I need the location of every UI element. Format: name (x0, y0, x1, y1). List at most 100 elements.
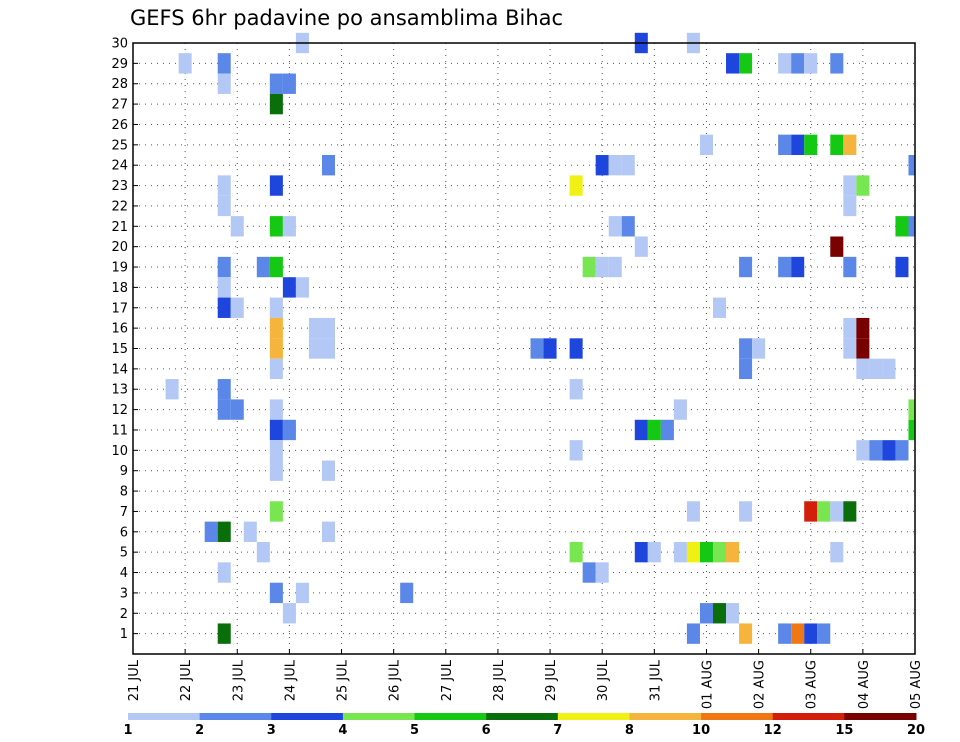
heatmap-cell (165, 379, 179, 400)
heatmap-cell (830, 53, 844, 74)
heatmap-cell (321, 155, 336, 176)
y-tick-label: 21 (111, 220, 128, 235)
heatmap-cell (660, 419, 674, 441)
heatmap-cell (712, 603, 727, 624)
heatmap-cell (217, 562, 231, 583)
heatmap-cell (869, 358, 883, 380)
heatmap-cell (295, 582, 309, 604)
heatmap-cell (256, 541, 270, 563)
heatmap-cell (595, 155, 609, 176)
y-tick-label: 19 (111, 261, 128, 276)
heatmap-cell (726, 603, 740, 624)
legend-label: 7 (553, 723, 562, 738)
y-tick-label: 23 (111, 179, 128, 194)
x-tick-label: 26 JUL (388, 659, 403, 701)
heatmap-cell (843, 256, 857, 278)
heatmap-cell (569, 175, 583, 196)
heatmap-cell (908, 399, 915, 420)
heatmap-cell (217, 277, 231, 298)
legend-label: 20 (907, 723, 925, 738)
heatmap-cell (256, 256, 270, 278)
heatmap-cell (686, 501, 700, 522)
heatmap-cell (308, 338, 322, 359)
heatmap-cell (895, 440, 909, 461)
heatmap-cell (739, 358, 753, 380)
y-tick-label: 3 (120, 586, 128, 601)
heatmap-cell (804, 501, 818, 522)
heatmap-cell (830, 236, 844, 257)
heatmap-cell (608, 256, 622, 278)
heatmap-cell (282, 419, 296, 441)
heatmap-cell (569, 379, 583, 400)
heatmap-cell (817, 623, 831, 644)
heatmap-cell (882, 358, 896, 380)
heatmap-cell (217, 623, 231, 644)
x-tick-label: 25 JUL (336, 659, 351, 701)
heatmap-cell (269, 501, 283, 522)
heatmap-cell (856, 338, 870, 359)
heatmap-cell (595, 562, 609, 583)
heatmap-cell (895, 256, 909, 278)
heatmap-cell (791, 256, 805, 278)
y-tick-label: 5 (120, 546, 128, 561)
heatmap-cell (791, 623, 805, 644)
legend-label: 15 (835, 723, 853, 738)
heatmap-cell (791, 53, 805, 74)
heatmap-cell (830, 541, 844, 563)
heatmap-cell (321, 338, 336, 359)
legend-swatch (629, 713, 702, 720)
y-tick-label: 25 (111, 138, 128, 153)
legend-swatch (342, 713, 416, 720)
heatmap-cell (699, 134, 713, 156)
heatmap-cell (908, 419, 915, 441)
heatmap-cell (830, 501, 844, 522)
heatmap-cell (282, 277, 296, 298)
heatmap-cell (178, 53, 192, 74)
legend-swatch (271, 713, 344, 720)
heatmap-cell (282, 73, 296, 94)
heatmap-cell (269, 399, 283, 420)
heatmap-cell (321, 521, 336, 542)
y-tick-label: 13 (111, 383, 128, 398)
y-tick-label: 22 (111, 199, 128, 214)
heatmap-cell (621, 155, 635, 176)
heatmap-cell (856, 175, 870, 196)
heatmap-cell (217, 521, 231, 542)
heatmap-cell (621, 216, 635, 237)
y-tick-label: 24 (111, 159, 128, 174)
x-tick-label: 27 JUL (440, 659, 455, 701)
heatmap-cell (608, 216, 622, 237)
legend: 1 2 3 4 5 6 7 8 10 12 15 20 (123, 713, 925, 738)
chart-title: GEFS 6hr padavine po ansamblima Bihac (130, 6, 563, 30)
heatmap-cell (321, 317, 336, 339)
heatmap-cell (908, 155, 915, 176)
y-tick-label: 6 (120, 525, 128, 540)
y-tick-label: 27 (111, 98, 128, 113)
heatmap-cell (712, 541, 727, 563)
heatmap-cell (726, 541, 740, 563)
heatmap-cell (269, 317, 283, 339)
heatmap-cell (673, 541, 687, 563)
y-tick-label: 7 (120, 505, 128, 520)
heatmap-cell (856, 317, 870, 339)
heatmap-cell (856, 358, 870, 380)
y-tick-label: 1 (120, 627, 128, 642)
heatmap-cell (217, 379, 231, 400)
x-tick-label: 03 AUG (805, 660, 820, 709)
heatmap-cell (543, 338, 557, 359)
heatmap-cell (217, 175, 231, 196)
legend-label: 3 (267, 723, 276, 738)
y-tick-label: 9 (120, 464, 128, 479)
heatmap-cell (243, 521, 257, 542)
x-tick-label: 01 AUG (700, 660, 715, 709)
heatmap-cell (400, 582, 414, 604)
heatmap-cell (791, 134, 805, 156)
heatmap-cell (230, 216, 244, 237)
y-tick-label: 29 (111, 57, 128, 72)
heatmap-cell (217, 73, 231, 94)
y-tick-label: 15 (111, 342, 128, 357)
heatmap-cell (634, 236, 648, 257)
heatmap-cell (673, 399, 687, 420)
heatmap-cell (817, 501, 831, 522)
heatmap-cell (269, 216, 283, 237)
